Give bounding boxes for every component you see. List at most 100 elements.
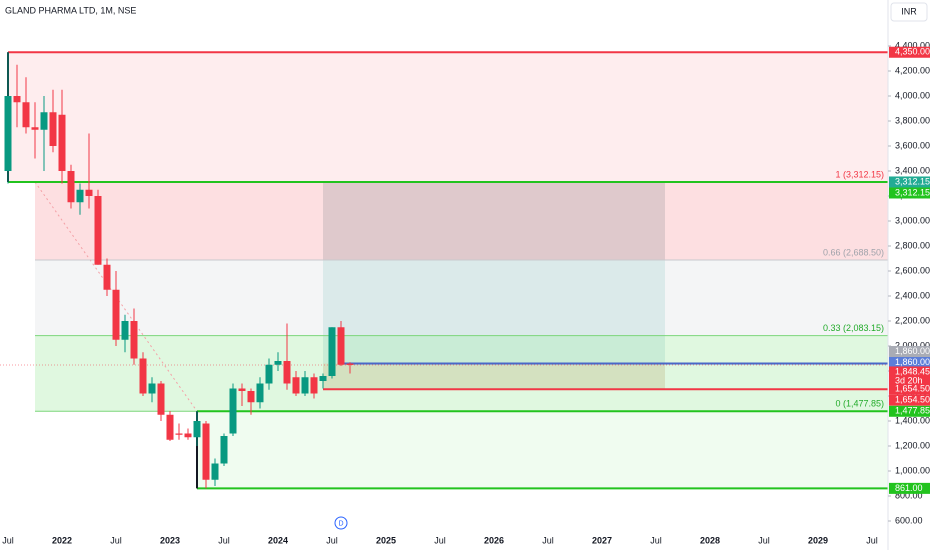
x-tick-label: 2026 [484,535,504,545]
y-tick-label: 4,400.00 [895,40,930,50]
candle-body [292,377,300,394]
candle-body [256,383,264,403]
price-label-bg [889,346,930,357]
candle-body [67,171,75,203]
candle-body [94,196,102,265]
candle-body [247,391,255,403]
y-tick-label: 800.00 [895,490,923,500]
y-tick-label: 2,200.00 [895,315,930,325]
price-label: 4,350.00 [895,47,930,57]
fib-label: 0.33 (2,083.15) [823,323,884,333]
price-label: 3,312.15 [895,176,930,186]
x-tick-label: Jul [650,535,662,545]
price-label-bg [889,366,930,387]
x-tick-label: Jul [2,535,14,545]
y-tick-label: 3,400.00 [895,165,930,175]
zone [323,363,665,390]
x-tick-label: Jul [542,535,554,545]
candle-body [211,463,219,480]
zone [35,335,888,412]
candle-body [274,361,282,365]
price-label-bg [889,405,930,417]
currency-box[interactable] [890,2,928,22]
candle-body [220,436,228,464]
price-label-bg [889,383,930,395]
candle-body [58,114,66,171]
y-tick-label: 600.00 [895,515,923,525]
title-bg [2,4,114,17]
y-tick-label: 1,400.00 [895,415,930,425]
candle-body [76,189,84,203]
candle-body [283,361,291,384]
price-label: 1,654.50 [895,384,930,394]
candle-body [13,96,21,103]
price-label: 1,477.85 [895,406,930,416]
plot-area: 1 (3,312.15) 0.66 (2,688.50) 0.33 (2,083.1… [0,51,888,490]
x-tick-label: Jul [218,535,230,545]
candle-body [310,377,318,394]
chart-title: GLAND PHARMA LTD, 1M, NSE [5,5,136,15]
y-tick-label: 3,600.00 [895,140,930,150]
candle-body [103,264,111,290]
price-label-note: 3d 20h [895,375,923,385]
y-tick-label: 2,600.00 [895,265,930,275]
y-tick-label: 3,000.00 [895,215,930,225]
zone [35,181,888,260]
candle-body [112,289,120,340]
dividend-marker-label[interactable]: D [338,520,343,527]
candle-body [130,321,138,359]
candle-body [301,377,309,394]
x-tick-label: 2025 [376,535,396,545]
price-label: 1,860.00 [895,357,930,367]
price-label: 1,848.45 [895,366,930,376]
candle-body [238,388,246,391]
y-tick-label: 4,000.00 [895,90,930,100]
zone [323,259,665,364]
candle-body [328,327,336,376]
fib-label: 0.66 (2,688.50) [823,247,884,257]
x-tick-label: Jul [866,535,878,545]
x-tick-label: 2029 [808,535,828,545]
candle-body [175,433,183,435]
y-tick-label: 4,200.00 [895,65,930,75]
price-label: 3,312.15 [895,187,930,197]
price-label: 861.00 [895,483,923,493]
zone [8,52,888,182]
x-tick-label: 2028 [700,535,720,545]
currency[interactable]: INR [901,6,917,16]
candle-body [265,364,273,384]
candle-body [193,421,201,438]
x-tick-label: Jul [326,535,338,545]
dividend-marker[interactable] [334,516,348,530]
x-tick-label: Jul [434,535,446,545]
x-tick-label: 2027 [592,535,612,545]
candle-body [157,383,165,415]
candle-body [229,388,237,434]
zone [323,181,665,260]
fib-label: 0 (1,477.85) [835,399,884,409]
fib-label: 1 (3,312.15) [835,169,884,179]
y-tick-label: 2,800.00 [895,240,930,250]
x-tick-label: Jul [758,535,770,545]
price-label: 1,860.00 [895,346,930,356]
y-tick-label: 1,200.00 [895,440,930,450]
price-label-bg [889,187,930,199]
candle-body [202,423,210,480]
candle-body [31,127,39,130]
y-tick-label: 1,000.00 [895,465,930,475]
price-label-bg [889,176,930,188]
candle-body [166,414,174,440]
y-tick-label: 2,400.00 [895,290,930,300]
candle-body [40,112,48,130]
x-tick-label: Jul [110,535,122,545]
x-tick-label: 2024 [268,535,288,545]
x-tick-label: 2023 [160,535,180,545]
candle-body [346,363,354,365]
price-label-bg [889,394,930,406]
candle-body [139,358,147,394]
price-label-bg [889,357,930,368]
y-tick-label: 2,000.00 [895,340,930,350]
candle-body [4,96,12,171]
candle-body [337,327,345,365]
